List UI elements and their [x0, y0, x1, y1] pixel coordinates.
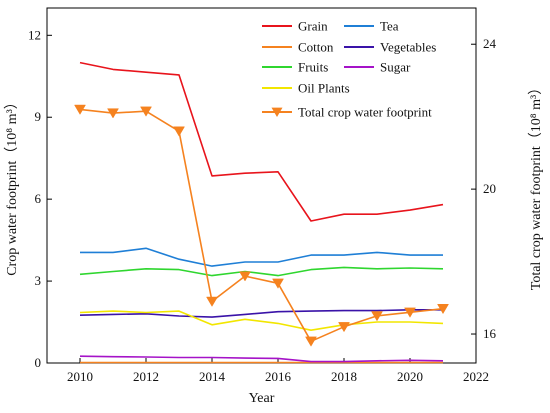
series-line-tea	[80, 247, 443, 267]
y-right-tick-label: 24	[483, 36, 497, 51]
series-line-vegetables	[79, 308, 443, 318]
data-point-total-crop-water-footprint	[239, 271, 251, 282]
data-point-total-crop-water-footprint	[404, 307, 416, 318]
series-line-grain	[79, 61, 444, 222]
legend-label-total-crop-water-footprint: Total crop water footprint	[298, 105, 432, 120]
legend-label-oil-plants: Oil Plants	[298, 81, 350, 96]
y-right-tick-label: 16	[483, 326, 497, 341]
legend-label-cotton: Cotton	[298, 40, 334, 55]
x-tick-label: 2022	[463, 369, 489, 384]
data-point-total-crop-water-footprint	[437, 304, 449, 315]
legend-label-vegetables: Vegetables	[380, 40, 436, 55]
y-right-axis-title: Total crop water footprint（10⁸ m³）	[528, 81, 544, 291]
series-line-oil-plants	[79, 310, 444, 332]
series-line-sugar	[79, 355, 444, 363]
legend-label-sugar: Sugar	[380, 60, 411, 75]
data-point-total-crop-water-footprint	[206, 296, 218, 307]
x-tick-label: 2010	[67, 369, 93, 384]
x-tick-label: 2012	[133, 369, 159, 384]
data-point-total-crop-water-footprint	[338, 322, 350, 333]
x-tick-label: 2016	[265, 369, 292, 384]
data-point-total-crop-water-footprint	[305, 336, 317, 347]
data-point-total-crop-water-footprint	[107, 108, 119, 119]
x-tick-label: 2018	[331, 369, 357, 384]
y-left-tick-label: 0	[35, 355, 42, 370]
y-left-tick-label: 3	[35, 273, 42, 288]
legend-label-grain: Grain	[298, 19, 328, 34]
data-point-total-crop-water-footprint	[371, 311, 383, 322]
x-tick-label: 2014	[199, 369, 226, 384]
legend-marker-total-crop-water-footprint	[271, 107, 283, 117]
y-left-tick-label: 9	[35, 109, 42, 124]
data-point-total-crop-water-footprint	[272, 278, 284, 289]
data-point-total-crop-water-footprint	[173, 126, 185, 137]
x-tick-label: 2020	[397, 369, 423, 384]
y-left-tick-label: 6	[35, 191, 42, 206]
legend-label-fruits: Fruits	[298, 60, 328, 75]
data-point-total-crop-water-footprint	[140, 106, 152, 117]
legend-label-tea: Tea	[380, 19, 399, 34]
y-left-tick-label: 12	[28, 27, 41, 42]
y-left-axis-title: Crop water footprint（10⁸ m³）	[4, 95, 20, 276]
series-line-total-crop-water-footprint	[79, 108, 444, 343]
data-point-total-crop-water-footprint	[74, 104, 86, 115]
series-line-fruits	[79, 266, 444, 277]
y-right-tick-label: 20	[483, 181, 496, 196]
x-axis-title: Year	[249, 391, 275, 406]
